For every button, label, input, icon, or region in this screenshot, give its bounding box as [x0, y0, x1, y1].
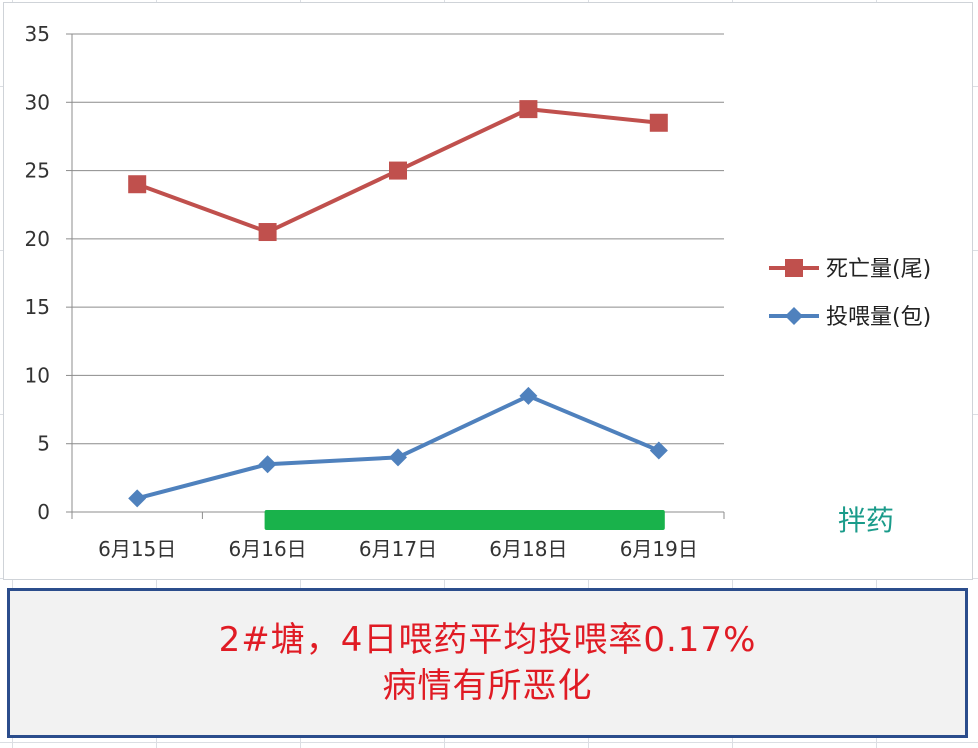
- note-line-2: 病情有所恶化: [382, 666, 593, 706]
- data-point-s0-2: [389, 161, 407, 180]
- y-tick-label-30: 30: [25, 90, 50, 114]
- y-tick-label-10: 10: [25, 363, 50, 387]
- data-point-s1-3: [519, 386, 538, 405]
- y-tick-label-25: 25: [25, 159, 50, 183]
- note-box: 2#塘，4日喂药平均投喂率0.17% 病情有所恶化: [7, 588, 968, 738]
- legend-label-1: 投喂量(包): [826, 305, 931, 330]
- y-tick-label-15: 15: [25, 295, 50, 319]
- legend-label-0: 死亡量(尾): [826, 257, 931, 282]
- y-tick-label-5: 5: [37, 432, 50, 456]
- data-point-s0-1: [258, 223, 277, 242]
- series-line-1: [136, 393, 660, 501]
- note-line-1: 2#塘，4日喂药平均投喂率0.17%: [218, 620, 757, 660]
- y-tick-label-35: 35: [25, 22, 50, 46]
- data-point-s0-3: [519, 100, 538, 119]
- y-tick-label-20: 20: [25, 227, 50, 251]
- medication-period-bar: [264, 510, 665, 530]
- annotation-label: 拌药: [838, 504, 894, 537]
- y-tick-label-0: 0: [37, 500, 50, 524]
- x-tick-label-3: 6月18日: [489, 537, 567, 561]
- data-point-s1-1: [258, 455, 277, 474]
- data-point-s0-0: [128, 175, 147, 194]
- x-tick-label-2: 6月17日: [359, 537, 437, 561]
- x-tick-label-0: 6月15日: [98, 537, 176, 561]
- data-point-s1-4: [649, 441, 668, 460]
- x-tick-label-1: 6月16日: [229, 537, 307, 561]
- legend-marker-1: [785, 307, 803, 325]
- chart-area: 0 5 10 15 20 25 30 35 6月15日 6月16日 6月17日 6月18日 6月19日 拌…: [3, 2, 973, 580]
- x-tick-label-4: 6月19日: [620, 537, 698, 561]
- data-point-s1-2: [389, 448, 407, 467]
- data-point-s0-4: [649, 113, 668, 132]
- data-point-s1-0: [128, 489, 147, 508]
- line-chart: 0 5 10 15 20 25 30 35 6月15日 6月16日 6月17日 6月18日 6月19日 拌…: [25, 22, 932, 561]
- legend-marker-0: [785, 259, 803, 277]
